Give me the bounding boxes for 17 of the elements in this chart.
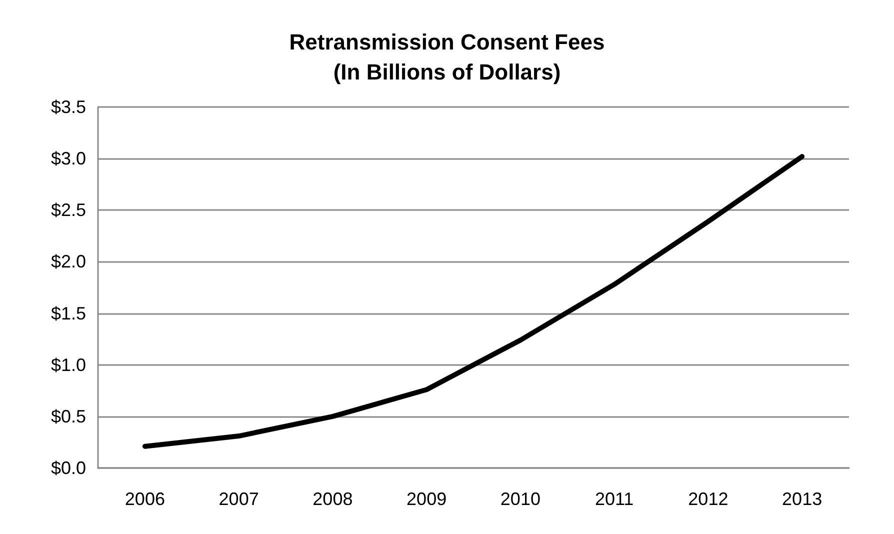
x-tick-label: 2011 [594,489,634,509]
x-tick-label: 2010 [500,489,540,509]
y-tick-label: $3.5 [50,97,86,117]
x-tick-label: 2009 [406,489,447,509]
x-tick-label: 2007 [218,489,259,509]
y-tick-label: $2.5 [50,200,86,220]
y-tick-label: $2.0 [50,252,86,272]
x-tick-label: 2012 [688,489,728,509]
x-tick-label: 2008 [312,489,353,509]
x-tick-label: 2006 [124,489,165,509]
x-tick-label: 2013 [782,489,822,509]
y-tick-label: $1.0 [50,354,86,375]
y-tick-label: $0.5 [50,406,86,426]
y-tick-label: $1.5 [50,303,86,324]
y-tick-label: $0.0 [50,458,86,478]
chart-title: Retransmission Consent Fees (In Billions of Dollars) [289,30,605,84]
y-tick-label: $3.0 [50,148,86,169]
